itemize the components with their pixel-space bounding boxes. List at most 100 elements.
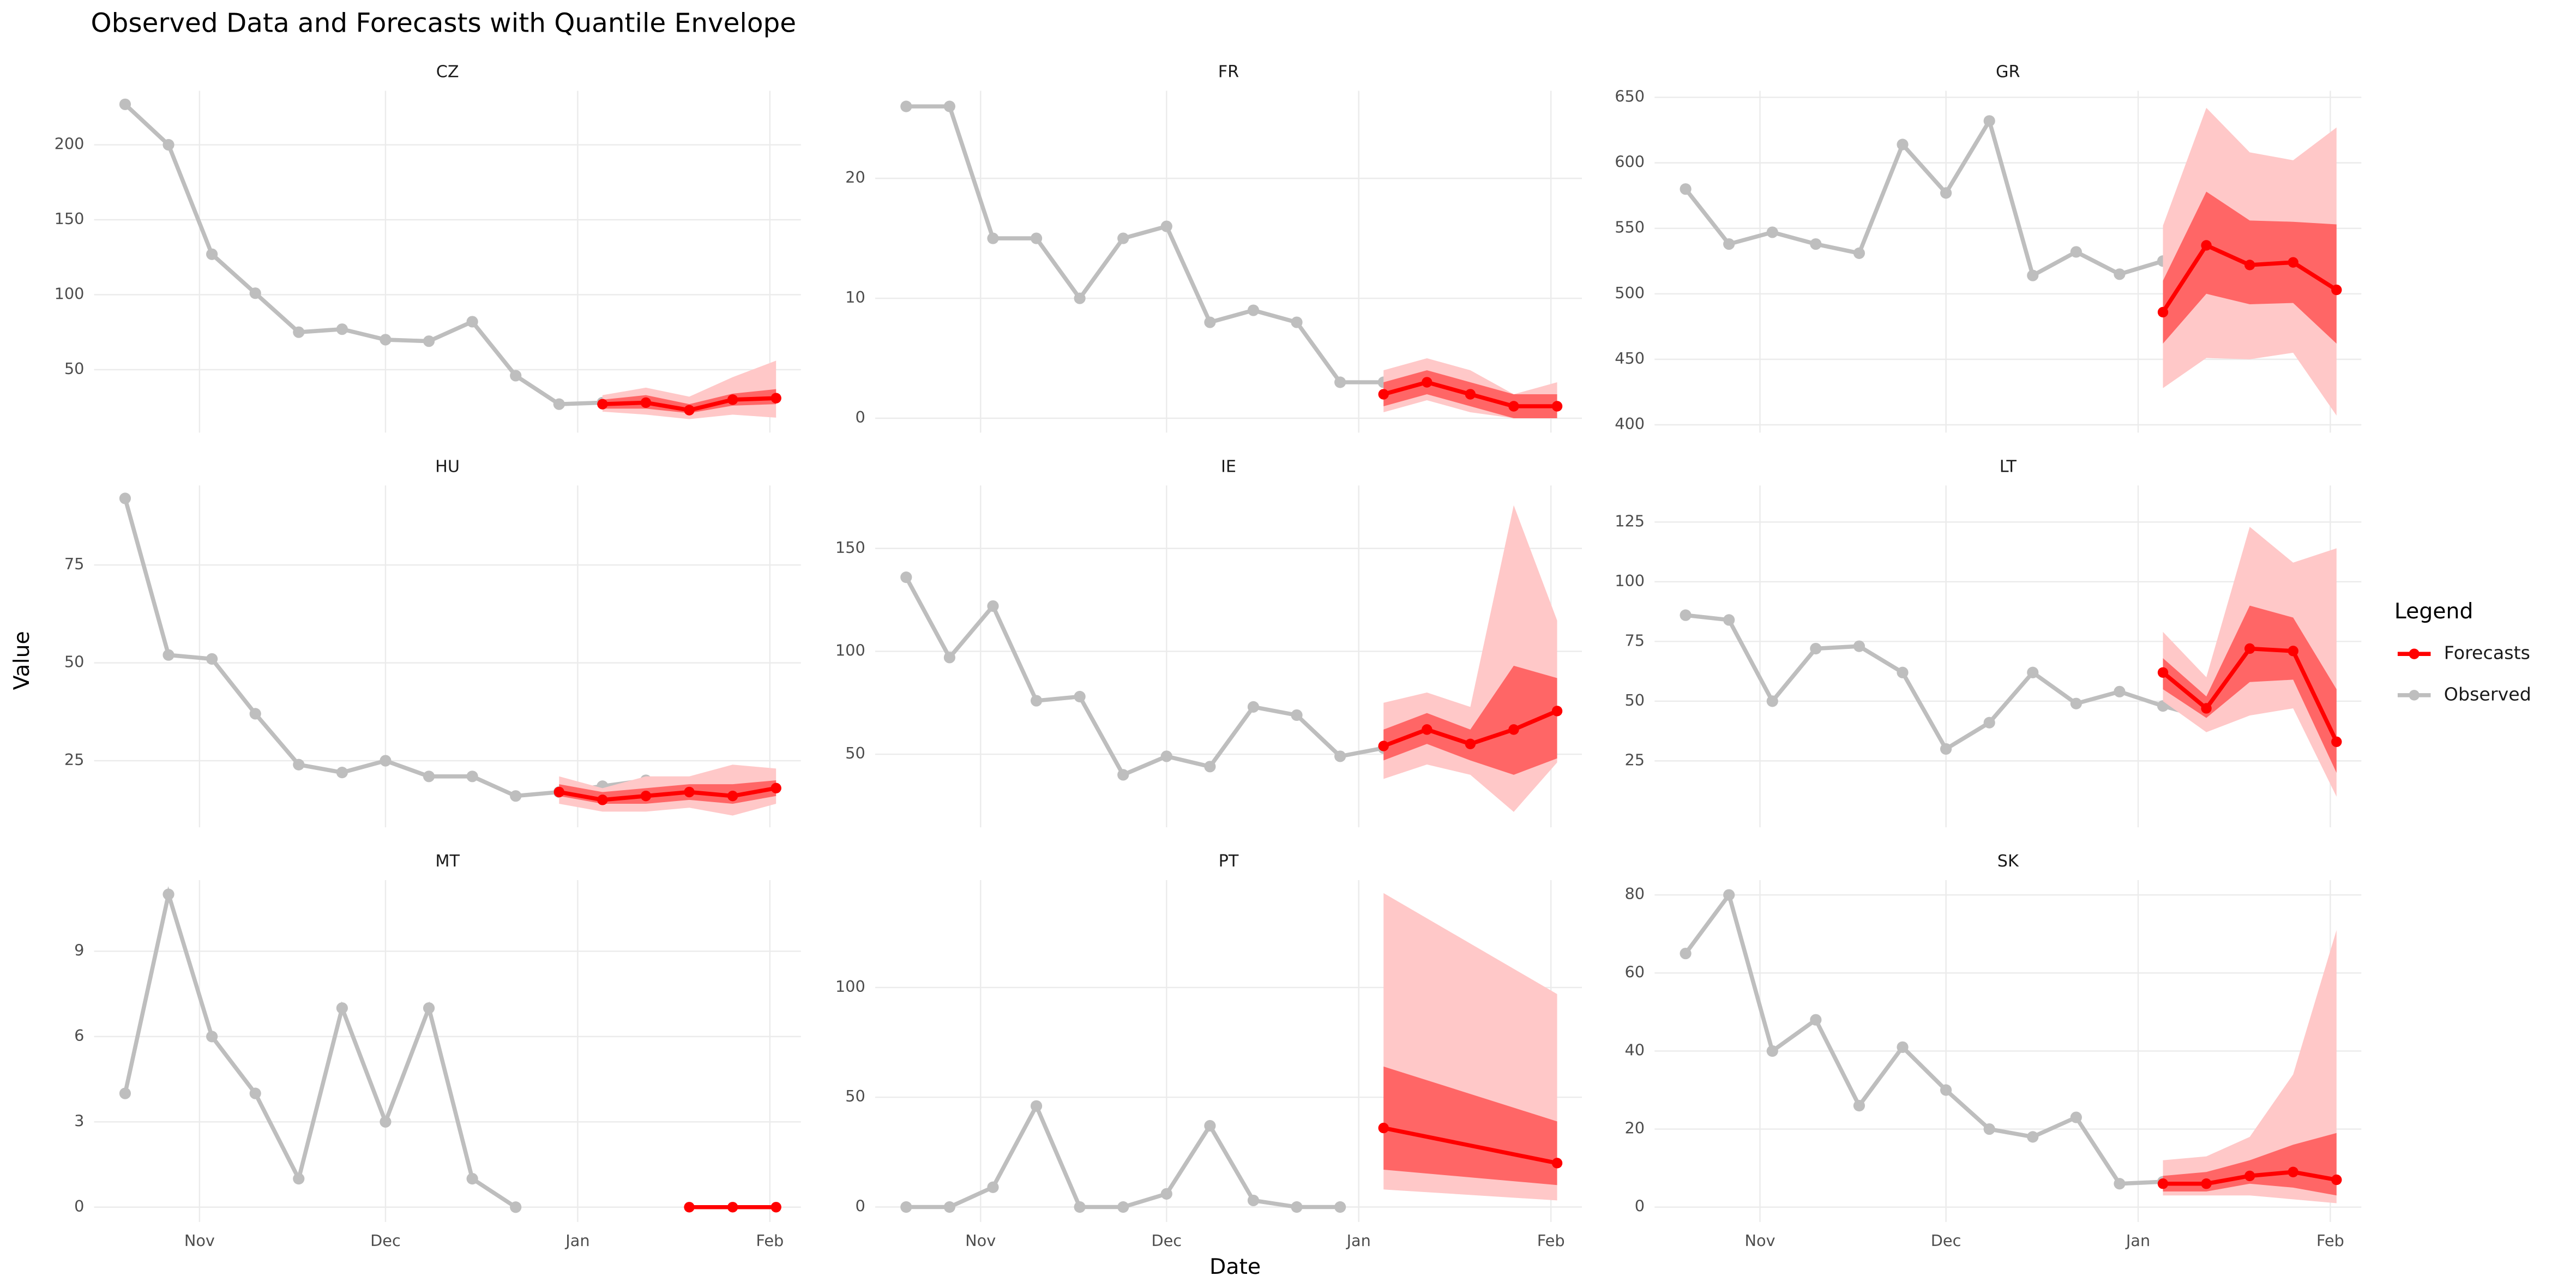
- y-tick-label: 150: [835, 538, 865, 557]
- observed-point: [1204, 761, 1216, 773]
- observed-point: [1723, 238, 1735, 250]
- y-tick-label: 650: [1615, 87, 1645, 106]
- observed-point: [1853, 1100, 1865, 1112]
- forecast-point: [2331, 736, 2342, 748]
- y-tick-label: 0: [1635, 1197, 1645, 1215]
- observed-point: [423, 1002, 435, 1014]
- legend-point: [2409, 690, 2419, 701]
- observed-point: [2027, 666, 2039, 678]
- y-tick-label: 50: [64, 653, 85, 671]
- observed-point: [206, 248, 218, 260]
- panel-label: SK: [1997, 852, 2019, 871]
- forecast-point: [2201, 1178, 2212, 1189]
- x-tick-label: Feb: [2316, 1231, 2344, 1250]
- forecast-point: [1465, 389, 1476, 400]
- x-tick-label: Nov: [1744, 1231, 1775, 1250]
- observed-point: [987, 232, 999, 244]
- observed-point: [1074, 1201, 1086, 1213]
- y-tick-label: 450: [1615, 349, 1645, 368]
- forecast-point: [2157, 306, 2169, 318]
- y-tick-label: 40: [1624, 1040, 1645, 1059]
- forecast-point: [1551, 706, 1563, 717]
- y-tick-label: 0: [855, 1196, 865, 1215]
- panel-label: LT: [2000, 457, 2017, 476]
- forecast-point: [684, 405, 695, 416]
- x-tick-label: Feb: [756, 1231, 784, 1250]
- observed-point: [1247, 701, 1260, 713]
- legend-point: [2409, 648, 2419, 659]
- observed-point: [1204, 316, 1216, 328]
- y-axis-title: Value: [9, 631, 34, 690]
- forecast-point: [771, 393, 781, 404]
- y-tick-label: 75: [1624, 631, 1645, 649]
- observed-point: [1940, 187, 1952, 199]
- observed-point: [162, 888, 174, 900]
- y-tick-label: 0: [74, 1197, 84, 1215]
- x-tick-label: Feb: [1537, 1231, 1565, 1250]
- observed-point: [1723, 889, 1735, 901]
- forecast-point: [1551, 1158, 1563, 1169]
- forecast-point: [727, 1202, 738, 1213]
- forecast-point: [771, 783, 781, 794]
- observed-point: [380, 1116, 392, 1128]
- y-tick-label: 25: [1624, 750, 1645, 769]
- observed-point: [293, 1173, 305, 1185]
- observed-point: [510, 1201, 522, 1213]
- observed-point: [900, 571, 912, 583]
- forecast-point: [1422, 377, 1433, 388]
- observed-point: [466, 771, 478, 783]
- y-tick-label: 50: [845, 744, 865, 762]
- y-tick-label: 100: [1615, 571, 1645, 590]
- observed-point: [943, 652, 955, 664]
- y-tick-label: 25: [64, 750, 85, 769]
- y-tick-label: 75: [64, 555, 85, 573]
- y-tick-label: 50: [845, 1087, 865, 1105]
- y-tick-label: 10: [845, 288, 865, 306]
- observed-point: [1810, 1014, 1822, 1026]
- observed-point: [249, 287, 261, 299]
- x-tick-label: Dec: [370, 1231, 401, 1250]
- y-tick-label: 500: [1615, 284, 1645, 302]
- forecast-point: [1465, 738, 1476, 749]
- y-tick-label: 0: [855, 408, 865, 426]
- y-tick-label: 60: [1624, 962, 1645, 981]
- observed-point: [900, 1201, 912, 1213]
- forecast-point: [771, 1202, 781, 1213]
- forecast-point: [1422, 724, 1433, 735]
- forecast-line: [558, 786, 777, 802]
- forecast-point: [640, 790, 652, 802]
- y-tick-label: 100: [835, 641, 865, 659]
- forecast-point: [1378, 389, 1389, 400]
- forecast-point: [684, 786, 695, 798]
- x-tick-label: Jan: [564, 1231, 589, 1250]
- observed-line: [904, 576, 1384, 778]
- observed-point: [466, 316, 478, 328]
- legend-title: Legend: [2394, 599, 2473, 624]
- forecast-point: [1551, 401, 1563, 412]
- observed-point: [1766, 226, 1778, 238]
- forecast-point: [1508, 401, 1519, 412]
- forecast-point: [2288, 257, 2298, 268]
- y-tick-label: 20: [845, 168, 865, 186]
- observed-point: [1074, 690, 1086, 703]
- legend-label: Observed: [2444, 683, 2531, 705]
- forecast-point: [2288, 646, 2298, 657]
- observed-point: [1160, 750, 1172, 762]
- y-tick-label: 150: [55, 209, 85, 228]
- observed-point: [2027, 1131, 2039, 1143]
- observed-point: [1247, 1194, 1260, 1207]
- observed-point: [336, 767, 348, 779]
- forecast-point: [2244, 260, 2255, 270]
- y-tick-label: 20: [1624, 1119, 1645, 1137]
- panel-label: MT: [435, 852, 460, 871]
- observed-point: [1897, 139, 1909, 151]
- forecast-line: [1383, 1126, 1558, 1165]
- observed-point: [119, 492, 131, 504]
- observed-point: [900, 100, 912, 112]
- observed-point: [1160, 1188, 1172, 1200]
- observed-point: [119, 98, 131, 110]
- observed-point: [2027, 269, 2039, 281]
- forecast-point: [2157, 667, 2169, 678]
- panel-label: HU: [435, 457, 460, 476]
